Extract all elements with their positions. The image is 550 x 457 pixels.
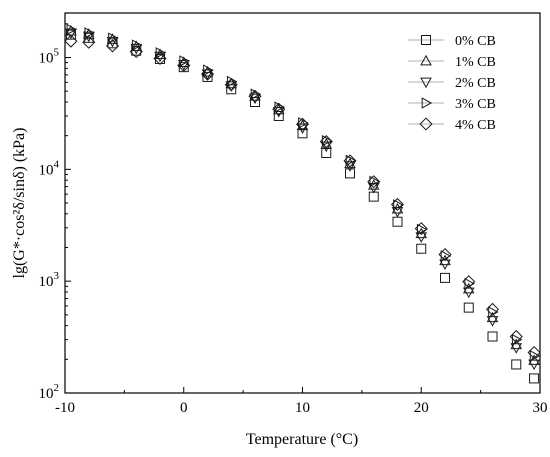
data-point [129,45,143,59]
series-3 [66,23,541,362]
data-point [202,71,213,82]
y-tick-label: 102 [39,382,60,402]
data-point [106,33,119,44]
data-point [200,67,215,81]
data-point [321,134,333,147]
data-point [64,34,78,48]
data-point [528,359,540,371]
data-point [155,47,167,59]
x-axis-title: Temperature (°C) [246,431,358,448]
data-point [438,247,452,262]
data-point [390,197,405,212]
legend-marker [421,35,431,45]
legend-label: 2% CB [455,76,496,91]
data-point [414,222,428,236]
data-point [529,373,540,384]
data-markers [64,23,541,384]
data-point [272,103,285,115]
y-axis-title: lg(G*·cos²δ/sinδ) (kPa) [11,128,28,279]
legend-entry: 4% CB [408,117,496,133]
data-point [82,35,96,49]
data-point [273,110,284,121]
legend-label: 0% CB [455,34,496,49]
y-tick-label: 103 [39,270,60,290]
legend-label: 1% CB [455,55,496,70]
data-point [485,302,500,316]
data-point [509,329,523,344]
data-point [510,343,523,354]
data-point [321,147,332,158]
legend: 0% CB 1% CB 2% CB 3% CB 4% CB [408,34,496,133]
data-point [272,102,286,116]
data-point [416,243,427,254]
data-point [82,28,95,39]
x-tick-label: 0 [180,400,188,416]
data-point [440,272,450,283]
plot-frame [64,12,541,394]
data-point [203,64,214,76]
data-point [297,128,308,139]
data-point [367,183,380,194]
data-point [487,331,498,342]
y-axis: 102 103 104 105 [39,23,71,402]
series-4 [64,34,541,360]
legend-marker [421,97,433,109]
legend-marker [420,54,432,66]
legend-entry: 1% CB [408,54,496,70]
x-tick-label: 20 [414,400,429,416]
data-point [367,175,381,189]
x-axis: -10 0 10 20 30 [55,387,548,416]
data-point [369,175,380,188]
data-point [344,157,356,169]
x-tick-label: 10 [295,400,310,416]
legend-entry: 2% CB [408,76,496,91]
data-point [345,154,357,167]
data-point [345,168,355,179]
y-tick-label: 105 [39,47,60,67]
data-point [179,55,190,67]
legend-entry: 3% CB [408,97,496,112]
data-point [105,39,120,53]
legend-label: 4% CB [455,118,496,133]
data-point [486,316,499,327]
data-point [463,302,474,313]
data-point [392,216,403,227]
data-point [416,223,428,236]
legend-label: 3% CB [455,97,496,112]
data-point [344,161,356,172]
y-tick-label: 104 [39,158,60,178]
data-point [511,359,522,370]
data-point [84,27,95,39]
data-point [153,51,167,66]
data-point [66,23,78,36]
legend-marker [419,117,433,131]
data-point [527,345,541,360]
data-point [393,199,404,211]
data-point [225,81,238,92]
data-point [296,123,309,135]
data-point [248,89,262,103]
data-point [295,117,310,131]
x-tick-label: -10 [55,400,75,416]
legend-entry: 0% CB [408,34,496,49]
data-point [177,58,191,72]
x-tick-label: 30 [533,400,548,416]
data-point [130,40,143,51]
data-point [462,275,476,289]
data-point [319,135,333,149]
data-point [224,78,238,92]
legend-marker [420,77,432,89]
data-point [320,141,333,153]
data-point [343,154,357,168]
data-point [131,39,143,51]
